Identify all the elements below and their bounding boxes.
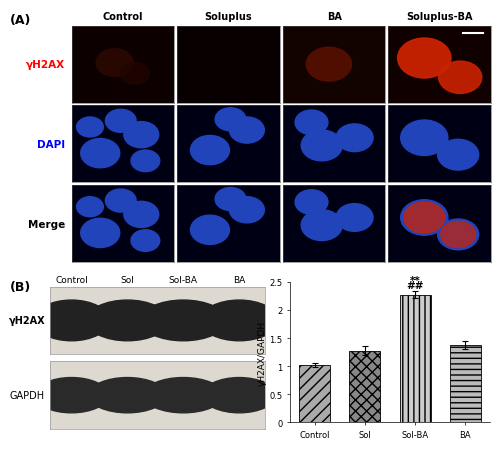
Circle shape [124, 202, 158, 228]
Bar [299, 365, 330, 422]
Circle shape [124, 122, 158, 148]
Y-axis label: γH2AX/GAPDH: γH2AX/GAPDH [258, 320, 266, 385]
Circle shape [230, 197, 264, 224]
Circle shape [336, 204, 373, 232]
Text: γH2AX: γH2AX [8, 316, 45, 326]
Circle shape [295, 190, 328, 215]
Text: BA: BA [233, 275, 245, 285]
Text: ##: ## [406, 281, 424, 291]
Circle shape [230, 118, 264, 144]
Ellipse shape [35, 378, 108, 413]
Text: **: ** [410, 275, 420, 285]
Text: Sol-BA: Sol-BA [169, 275, 198, 285]
Text: BA: BA [326, 11, 342, 22]
Text: Control: Control [102, 11, 143, 22]
Text: (A): (A) [10, 14, 32, 27]
Text: Soluplus: Soluplus [204, 11, 252, 22]
Bar [400, 295, 430, 422]
Circle shape [106, 110, 136, 133]
Circle shape [404, 202, 445, 233]
Circle shape [438, 140, 478, 171]
Circle shape [440, 222, 476, 248]
Circle shape [400, 200, 448, 235]
Bar [450, 346, 481, 422]
Text: Soluplus-BA: Soluplus-BA [406, 11, 473, 22]
Text: Merge: Merge [28, 219, 65, 229]
Circle shape [438, 219, 478, 250]
Circle shape [306, 48, 352, 82]
Circle shape [398, 39, 451, 79]
Circle shape [438, 62, 482, 94]
Circle shape [336, 124, 373, 152]
Text: (B): (B) [10, 280, 31, 293]
Circle shape [400, 121, 448, 156]
Ellipse shape [140, 300, 226, 341]
Circle shape [301, 210, 343, 241]
Circle shape [301, 131, 343, 162]
Circle shape [76, 118, 104, 138]
Bar [350, 351, 380, 422]
Ellipse shape [88, 378, 166, 413]
Ellipse shape [144, 378, 223, 413]
Text: GAPDH: GAPDH [10, 390, 45, 400]
Text: DAPI: DAPI [37, 140, 65, 150]
Circle shape [295, 111, 328, 135]
Circle shape [76, 197, 104, 217]
Circle shape [190, 216, 230, 245]
Ellipse shape [34, 300, 109, 341]
Circle shape [131, 230, 160, 252]
Circle shape [131, 151, 160, 172]
Circle shape [121, 63, 150, 85]
Text: Sol: Sol [120, 275, 134, 285]
Circle shape [215, 188, 246, 211]
Ellipse shape [202, 378, 276, 413]
Circle shape [96, 50, 133, 77]
Circle shape [106, 190, 136, 213]
Circle shape [190, 136, 230, 165]
Text: Control: Control [55, 275, 88, 285]
Circle shape [215, 108, 246, 132]
Ellipse shape [86, 300, 168, 341]
Ellipse shape [200, 300, 278, 341]
Circle shape [80, 219, 120, 248]
Circle shape [80, 139, 120, 168]
Text: γH2AX: γH2AX [26, 60, 65, 70]
